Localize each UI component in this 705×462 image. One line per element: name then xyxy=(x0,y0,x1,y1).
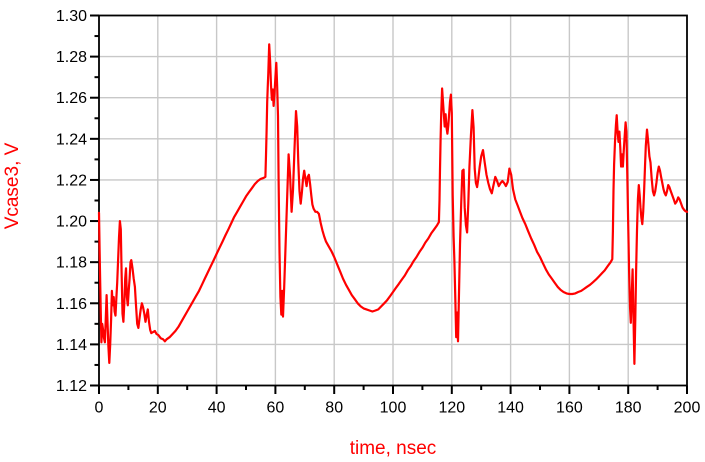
y-tick-label: 1.30 xyxy=(56,8,87,25)
x-tick-label: 200 xyxy=(674,400,701,417)
y-tick-label: 1.12 xyxy=(56,378,87,395)
y-tick-label: 1.16 xyxy=(56,296,87,313)
x-tick-label: 100 xyxy=(380,400,407,417)
y-tick-label: 1.28 xyxy=(56,49,87,66)
y-tick-label: 1.22 xyxy=(56,172,87,189)
x-axis-title: time, nsec xyxy=(349,438,437,459)
y-tick-label: 1.14 xyxy=(56,337,87,354)
x-tick-label: 0 xyxy=(95,400,104,417)
y-tick-label: 1.20 xyxy=(56,214,87,231)
x-tick-label: 40 xyxy=(208,400,226,417)
x-tick-label: 80 xyxy=(325,400,343,417)
x-tick-label: 160 xyxy=(556,400,583,417)
x-tick-label: 140 xyxy=(497,400,524,417)
y-tick-label: 1.24 xyxy=(56,131,87,148)
x-tick-label: 180 xyxy=(615,400,642,417)
x-tick-label: 60 xyxy=(267,400,285,417)
y-tick-label: 1.26 xyxy=(56,90,87,107)
x-tick-label: 120 xyxy=(438,400,465,417)
x-tick-label: 20 xyxy=(149,400,167,417)
y-tick-label: 1.18 xyxy=(56,255,87,272)
y-axis-title: Vcase3, V xyxy=(2,142,23,230)
trace-vcase3 xyxy=(97,43,689,365)
